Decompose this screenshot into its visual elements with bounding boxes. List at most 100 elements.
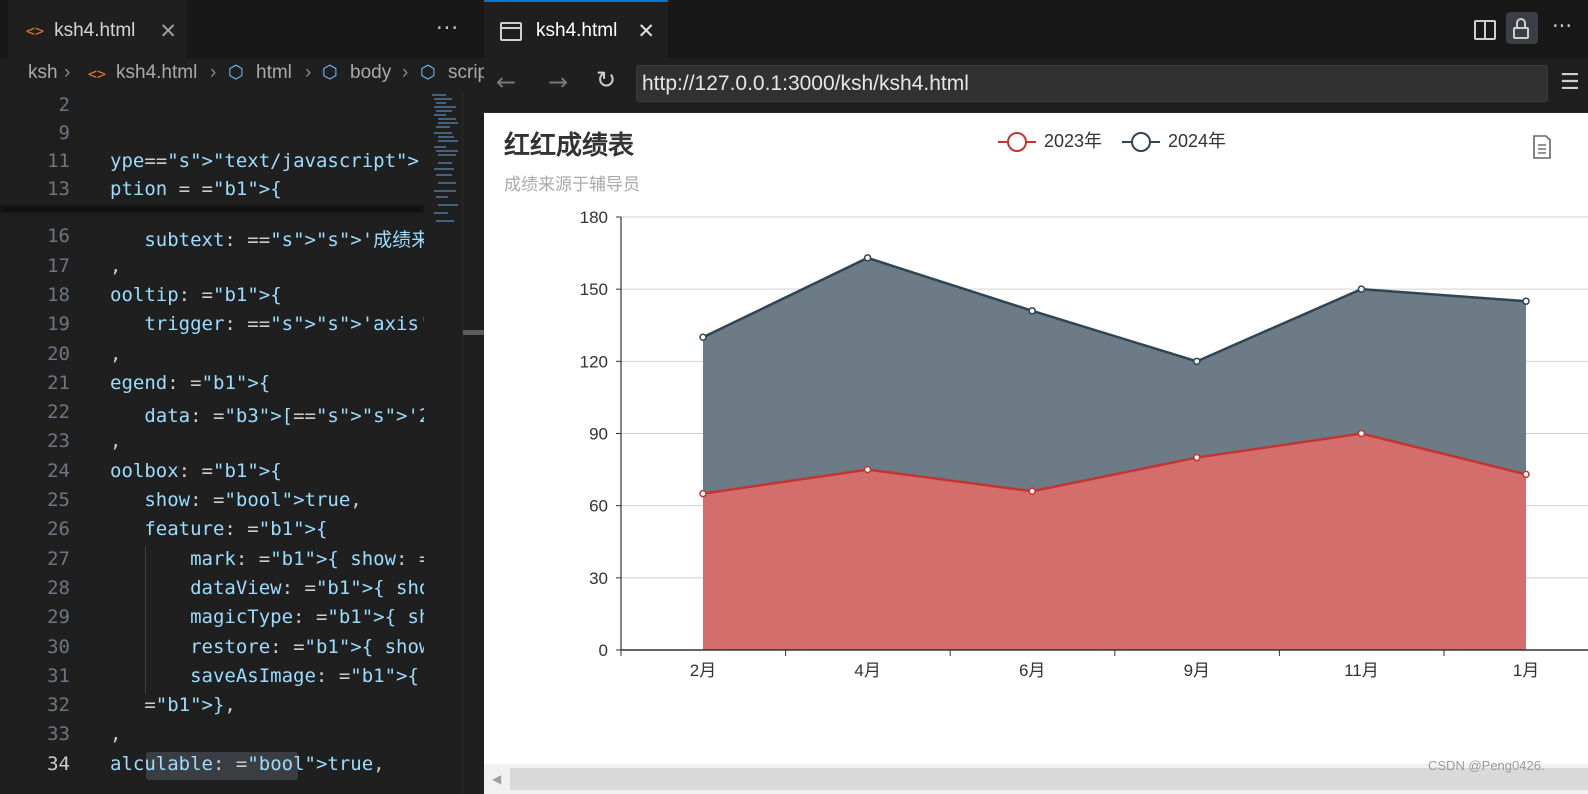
data-point-2024[interactable] — [1522, 297, 1530, 305]
breadcrumb: ksh › <> ksh4.html › ⬡ html › ⬡ body › ⬡… — [0, 58, 484, 92]
chevron-right-icon: › — [402, 62, 409, 83]
breadcrumb-item-file[interactable]: ksh4.html — [116, 62, 198, 83]
scroll-left-icon[interactable]: ◀ — [492, 772, 502, 786]
code-line[interactable]: trigger: =="s">"s">'axis', — [110, 313, 442, 336]
series-line-2024 — [702, 256, 1527, 363]
editor-tab-label: ksh4.html — [54, 20, 136, 41]
line-number: 13 — [47, 178, 70, 200]
element-cube-icon: ⬡ — [228, 62, 244, 82]
data-point-2023[interactable] — [1522, 470, 1530, 479]
data-point-2023[interactable] — [699, 489, 707, 498]
code-area[interactable]: 2 9 11 ype=="s">"text/javascript"> 13 ption =… — [0, 92, 484, 794]
forward-icon[interactable]: → — [548, 68, 569, 96]
element-cube-icon: ⬡ — [322, 62, 338, 82]
legend-marker-icon — [1007, 132, 1027, 152]
data-point-2024[interactable] — [699, 333, 707, 342]
code-file-icon: <> — [26, 22, 45, 40]
code-line[interactable]: alculable: ="bool">true, — [110, 752, 385, 775]
code-line[interactable]: , — [110, 430, 122, 453]
x-tick-label: 1月 — [1513, 661, 1539, 680]
browser-tab-ksh4[interactable]: ksh4.html ✕ — [484, 0, 668, 60]
code-line[interactable]: , — [110, 342, 122, 365]
editor-tab-bar: <> ksh4.html ✕ ··· — [0, 0, 484, 60]
scrollbar-thumb[interactable] — [510, 768, 1588, 790]
reload-icon[interactable]: ↻ — [596, 66, 617, 94]
preview-page-icon — [500, 21, 522, 41]
line-number: 27 — [47, 547, 70, 570]
breadcrumb-item-body[interactable]: body — [350, 62, 392, 83]
code-line[interactable]: ="b1">}, — [144, 694, 236, 717]
sticky-code-line[interactable]: ype=="s">"text/javascript"> — [110, 150, 419, 172]
line-number: 23 — [47, 430, 70, 453]
y-tick-label: 60 — [589, 497, 608, 516]
chevron-right-icon: › — [305, 62, 312, 83]
url-input[interactable]: http://127.0.0.1:3000/ksh/ksh4.html — [636, 65, 1548, 102]
line-number: 24 — [47, 459, 70, 482]
data-point-2023[interactable] — [1028, 487, 1036, 495]
back-icon[interactable]: ← — [496, 68, 517, 96]
editor-tab-ksh4[interactable]: <> ksh4.html ✕ — [8, 0, 186, 60]
breadcrumb-item-script[interactable]: scrip — [448, 62, 484, 83]
data-point-2024[interactable] — [1028, 307, 1036, 315]
data-point-2024[interactable] — [863, 254, 872, 262]
menu-icon[interactable]: ☰ — [1560, 70, 1580, 95]
line-number: 33 — [47, 723, 70, 746]
data-view-icon[interactable] — [1533, 135, 1551, 159]
code-line[interactable]: ooltip: ="b1">{ — [110, 283, 282, 306]
editor-scrollbar[interactable] — [462, 92, 484, 794]
line-number: 31 — [47, 664, 70, 687]
code-line[interactable]: show: ="bool">true, — [110, 489, 362, 511]
x-tick-label: 6月 — [1019, 661, 1045, 680]
data-point-2023[interactable] — [1193, 453, 1201, 462]
scrollbar-thumb[interactable] — [463, 330, 484, 335]
line-number: 20 — [47, 342, 70, 365]
data-point-2023[interactable] — [1357, 429, 1366, 438]
data-point-2023[interactable] — [863, 465, 872, 474]
line-number: 16 — [47, 225, 70, 248]
code-line[interactable]: restore: ="b1">{ show: tru — [110, 635, 484, 658]
code-line[interactable]: , — [110, 723, 122, 746]
more-actions-icon[interactable]: ··· — [436, 16, 460, 40]
html-file-icon: <> — [88, 65, 107, 83]
breadcrumb-item-ksh[interactable]: ksh — [28, 62, 58, 83]
browser-tab-label: ksh4.html — [536, 20, 618, 41]
legend-marker-icon — [1131, 132, 1151, 152]
code-line[interactable]: , — [110, 254, 122, 277]
sticky-code-line[interactable]: ption = ="b1">{ — [110, 178, 282, 200]
data-point-2024[interactable] — [1357, 285, 1366, 293]
code-line[interactable]: egend: ="b1">{ — [110, 371, 271, 394]
more-actions-icon[interactable]: ··· — [1552, 14, 1573, 38]
chart-subtitle: 成绩来源于辅导员 — [504, 175, 640, 194]
line-number: 21 — [47, 371, 70, 394]
line-number: 2 — [58, 94, 70, 116]
line-number: 34 — [47, 752, 70, 775]
close-icon[interactable]: ✕ — [637, 19, 655, 43]
minimap[interactable] — [424, 92, 462, 794]
line-number: 26 — [47, 518, 70, 541]
line-number: 28 — [47, 576, 70, 599]
line-number: 29 — [47, 606, 70, 629]
watermark: CSDN @Peng0426. — [1428, 758, 1545, 773]
minimap-preview — [432, 94, 458, 222]
legend-item-2023年[interactable]: 2023年 — [998, 131, 1102, 152]
data-point-2024[interactable] — [1193, 357, 1201, 366]
split-editor-icon[interactable] — [1474, 20, 1496, 40]
line-number: 32 — [47, 694, 70, 717]
y-tick-label: 180 — [580, 208, 608, 227]
close-icon[interactable]: ✕ — [159, 19, 177, 43]
series-area-2023 — [703, 433, 1526, 650]
line-number: 17 — [47, 254, 70, 277]
code-line[interactable]: oolbox: ="b1">{ — [110, 459, 282, 482]
y-tick-label: 0 — [599, 641, 608, 660]
line-number: 25 — [47, 489, 70, 511]
code-line[interactable]: magicType: ="b1">{ show: t — [110, 606, 484, 629]
line-number: 9 — [58, 122, 70, 144]
code-line[interactable]: feature: ="b1">{ — [110, 518, 328, 541]
y-tick-label: 150 — [580, 280, 608, 299]
legend-item-2024年[interactable]: 2024年 — [1122, 131, 1226, 152]
breadcrumb-item-html[interactable]: html — [256, 62, 292, 83]
line-number: 18 — [47, 283, 70, 306]
area-chart: 0 30 60 90 120 150 180 2月 4月 6月 9月 11月 1月 红红成绩表 成绩来… — [504, 130, 1588, 680]
line-number: 19 — [47, 313, 70, 336]
code-editor-pane: <> ksh4.html ✕ ··· ksh › <> ksh4.html › … — [0, 0, 484, 794]
